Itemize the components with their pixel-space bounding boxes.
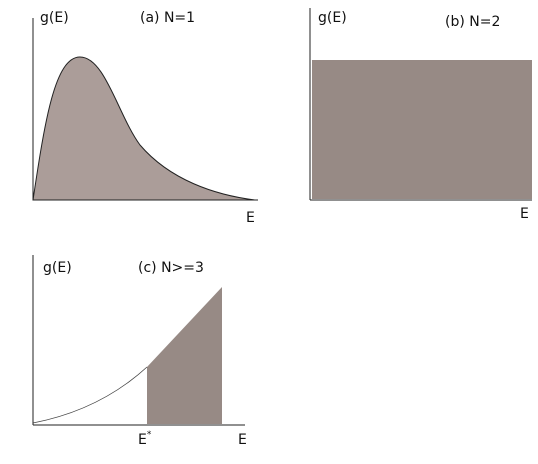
y-axis-label: g(E) bbox=[43, 260, 72, 276]
x-axis-label: E bbox=[246, 210, 255, 226]
y-axis-label: g(E) bbox=[40, 10, 69, 26]
panel-c: g(E) (c) N>=3 E* E bbox=[32, 255, 247, 448]
panel-title: (b) N=2 bbox=[445, 14, 500, 30]
x-marker-text: E bbox=[138, 432, 147, 448]
x-marker: E* bbox=[138, 430, 152, 448]
y-axis-label: g(E) bbox=[318, 10, 347, 26]
curve bbox=[32, 366, 148, 424]
panel-title: (a) N=1 bbox=[140, 10, 195, 26]
x-axis-label: E bbox=[520, 206, 529, 222]
panel-title: (c) N>=3 bbox=[138, 260, 204, 276]
panel-a: g(E) (a) N=1 E bbox=[32, 10, 258, 226]
x-axis-label: E bbox=[238, 432, 247, 448]
shaded-region bbox=[147, 287, 222, 424]
x-marker-sup: * bbox=[147, 430, 152, 440]
curve-fill bbox=[32, 56, 256, 201]
flat-region bbox=[312, 60, 532, 199]
panel-b: g(E) (b) N=2 E bbox=[309, 8, 532, 222]
